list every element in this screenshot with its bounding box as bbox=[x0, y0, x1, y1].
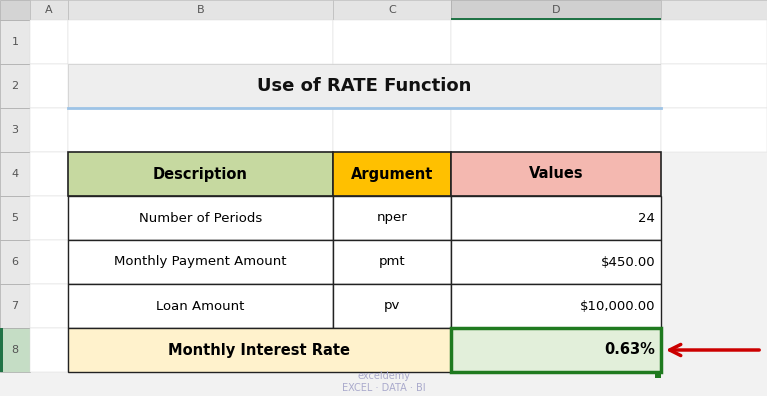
Bar bbox=[68, 64, 661, 108]
Bar bbox=[30, 196, 68, 240]
Text: pv: pv bbox=[384, 299, 400, 312]
Bar bbox=[451, 20, 661, 64]
Bar bbox=[451, 328, 661, 372]
Bar bbox=[30, 0, 68, 20]
Text: 0.63%: 0.63% bbox=[604, 343, 655, 358]
Bar bbox=[451, 284, 661, 328]
Bar bbox=[333, 108, 451, 152]
Bar bbox=[333, 0, 451, 20]
Text: Description: Description bbox=[153, 166, 248, 181]
Bar bbox=[30, 240, 68, 284]
Bar bbox=[451, 196, 661, 240]
Bar bbox=[655, 372, 661, 378]
Bar bbox=[0, 328, 2, 372]
Bar bbox=[661, 0, 767, 20]
Bar bbox=[30, 20, 68, 64]
Bar bbox=[30, 284, 68, 328]
Bar bbox=[333, 152, 451, 196]
Bar bbox=[68, 240, 333, 284]
Text: Monthly Interest Rate: Monthly Interest Rate bbox=[169, 343, 351, 358]
Bar bbox=[451, 240, 661, 284]
Text: pmt: pmt bbox=[379, 255, 405, 268]
Bar bbox=[68, 328, 451, 372]
Bar bbox=[0, 328, 30, 372]
Text: exceldemy
EXCEL · DATA · BI: exceldemy EXCEL · DATA · BI bbox=[341, 371, 426, 393]
Bar bbox=[451, 17, 661, 20]
Text: C: C bbox=[388, 5, 396, 15]
Text: 4: 4 bbox=[12, 169, 18, 179]
Bar bbox=[68, 284, 333, 328]
Text: 3: 3 bbox=[12, 125, 18, 135]
Bar bbox=[0, 196, 30, 240]
Bar bbox=[333, 284, 451, 328]
Bar bbox=[661, 64, 767, 108]
Bar bbox=[30, 328, 68, 372]
Bar bbox=[0, 240, 30, 284]
Bar bbox=[333, 20, 451, 64]
Bar bbox=[451, 0, 661, 20]
Bar bbox=[0, 108, 30, 152]
Text: A: A bbox=[45, 5, 53, 15]
Bar bbox=[68, 152, 333, 196]
Bar bbox=[0, 284, 30, 328]
Text: $10,000.00: $10,000.00 bbox=[580, 299, 655, 312]
Text: 5: 5 bbox=[12, 213, 18, 223]
Bar bbox=[0, 0, 30, 20]
Bar bbox=[0, 64, 30, 108]
Bar bbox=[451, 152, 661, 196]
Text: 2: 2 bbox=[12, 81, 18, 91]
Text: Number of Periods: Number of Periods bbox=[139, 211, 262, 225]
Bar bbox=[451, 108, 661, 152]
Bar bbox=[333, 240, 451, 284]
Text: 7: 7 bbox=[12, 301, 18, 311]
Text: Use of RATE Function: Use of RATE Function bbox=[257, 77, 472, 95]
Text: D: D bbox=[551, 5, 560, 15]
Bar bbox=[68, 196, 333, 240]
Text: 24: 24 bbox=[638, 211, 655, 225]
Bar bbox=[0, 20, 30, 64]
Text: nper: nper bbox=[377, 211, 407, 225]
Bar bbox=[68, 20, 333, 64]
Bar bbox=[68, 0, 333, 20]
Text: Loan Amount: Loan Amount bbox=[156, 299, 245, 312]
Bar bbox=[0, 152, 30, 196]
Text: 8: 8 bbox=[12, 345, 18, 355]
Text: B: B bbox=[196, 5, 204, 15]
Bar bbox=[30, 108, 68, 152]
Bar bbox=[68, 108, 333, 152]
Text: Argument: Argument bbox=[351, 166, 433, 181]
Text: $450.00: $450.00 bbox=[601, 255, 655, 268]
Bar bbox=[661, 108, 767, 152]
Bar bbox=[661, 20, 767, 64]
Bar bbox=[30, 152, 68, 196]
Text: 6: 6 bbox=[12, 257, 18, 267]
Text: 1: 1 bbox=[12, 37, 18, 47]
Text: Monthly Payment Amount: Monthly Payment Amount bbox=[114, 255, 287, 268]
Bar bbox=[333, 196, 451, 240]
Bar bbox=[30, 64, 68, 108]
Text: Values: Values bbox=[528, 166, 584, 181]
